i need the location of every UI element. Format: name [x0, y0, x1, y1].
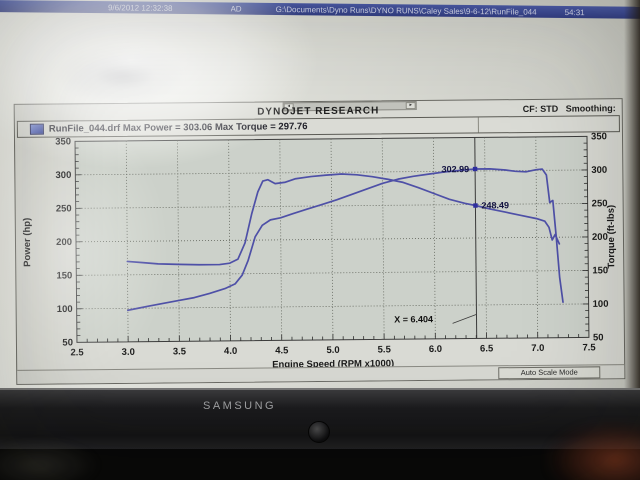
cursor-leader [452, 314, 477, 324]
taskbar-datetime: 9/6/2012 12:32:38 [107, 2, 173, 13]
y-axis-label-left: 200 [56, 237, 72, 248]
samsung-logo: SAMSUNG [203, 400, 277, 412]
marker-value-label: 248.49 [481, 200, 509, 210]
y-axis-label-right: 350 [591, 132, 607, 142]
x-axis-label: 5.5 [378, 344, 392, 355]
y-axis-label-left: 350 [55, 136, 71, 147]
cursor-x-label: X = 6.404 [394, 314, 433, 324]
y-axis-label-left: 250 [56, 203, 72, 214]
gridline-y [76, 303, 589, 310]
dynojet-window: ◂ ▸ DYNOJET RESEARCH CF: STD Smoothing: … [13, 98, 626, 385]
dyno-chart-plot[interactable]: 350 350 300 300 250 250 200 200 150 150 100 100 50 50… [15, 131, 626, 374]
x-axis-label: 6.0 [429, 344, 442, 355]
monitor-screen: 9/6/2012 12:32:38 AD G:\Documents\Dyno R… [0, 0, 640, 389]
gridline-y [75, 236, 588, 243]
run-file-icon [29, 123, 44, 135]
gridline-x [433, 137, 436, 339]
legend-divider [477, 117, 479, 133]
cursor-marker [472, 166, 478, 172]
power-axis-title: Power (hp) [22, 218, 33, 267]
x-axis-label: 7.5 [582, 342, 596, 353]
torque-axis-title: Torque (ft-lbs) [606, 205, 618, 269]
cf-smoothing-label: CF: STD Smoothing: [523, 103, 616, 114]
y-axis-label-left: 100 [57, 304, 73, 315]
monitor-bezel: SAMSUNG [0, 388, 640, 451]
x-axis-label: 5.0 [326, 345, 339, 356]
y-axis-label-left: 300 [55, 170, 71, 181]
window-reflection [55, 45, 185, 105]
y-axis-label-right: 50 [593, 332, 604, 343]
x-axis-label: 6.5 [480, 343, 494, 354]
x-axis-label: 4.0 [224, 346, 237, 357]
power-curve [127, 168, 564, 312]
taskbar-file-path: G:\Documents\Dyno Runs\DYNO RUNS\Caley S… [275, 4, 537, 17]
smoothing-label: Smoothing: [565, 103, 616, 114]
cursor-marker [473, 203, 478, 208]
desk-area [0, 449, 640, 480]
power-button[interactable] [308, 421, 330, 443]
x-axis-label: 3.0 [122, 347, 135, 358]
car-reflection [95, 62, 155, 88]
y-axis-label-right: 100 [593, 299, 609, 310]
torque-curve [126, 173, 561, 266]
gridline-y [75, 203, 588, 209]
gridline-x [484, 137, 487, 339]
y-axis-label-right: 200 [592, 232, 608, 243]
plot-background [74, 135, 590, 343]
gridline-x [381, 138, 385, 340]
y-axis-label-right: 300 [591, 165, 607, 176]
y-axis-label-left: 50 [62, 337, 73, 348]
top-taskbar: 9/6/2012 12:32:38 AD G:\Documents\Dyno R… [0, 0, 640, 19]
x-axis-label: 3.5 [173, 346, 187, 357]
x-axis-label: 2.5 [70, 347, 84, 358]
run-legend-text: RunFile_044.drf Max Power = 303.06 Max T… [48, 121, 308, 135]
x-axis-label: 4.5 [275, 345, 289, 356]
taskbar-ad-label: AD [230, 3, 242, 14]
y-axis-label-right: 150 [592, 265, 608, 276]
marker-value-label: 302.99 [442, 164, 470, 174]
screen-right-edge-shadow [624, 0, 640, 389]
auto-scale-mode-button[interactable]: Auto Scale Mode [498, 365, 601, 379]
gridline-y [76, 270, 589, 276]
gridline-y [75, 169, 588, 176]
cf-label: CF: STD [522, 103, 559, 115]
y-axis-label-left: 150 [56, 270, 72, 281]
taskbar-counter: 54:31 [564, 7, 585, 17]
x-axis-label: 7.0 [531, 343, 544, 354]
y-axis-label-right: 250 [592, 198, 608, 209]
